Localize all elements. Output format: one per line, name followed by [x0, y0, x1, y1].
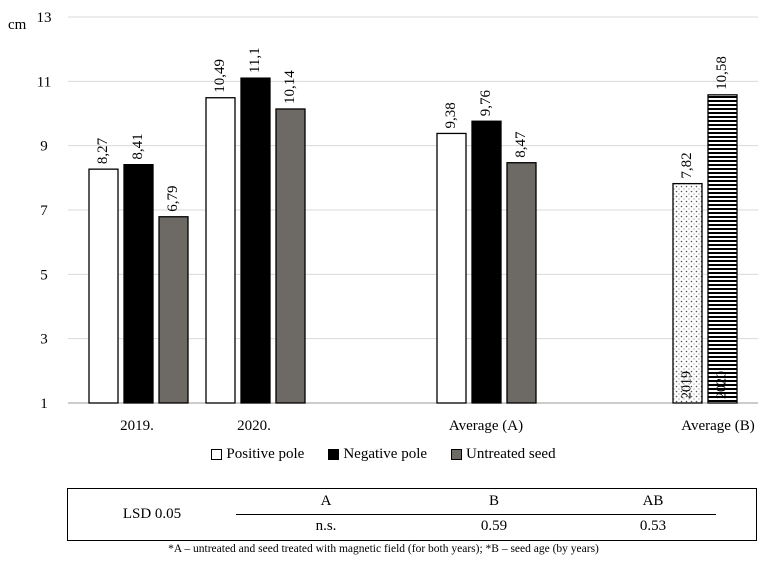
legend-label: Negative pole: [343, 446, 428, 462]
data-label: 9,38: [443, 102, 459, 128]
lsd-header-a: A: [320, 493, 332, 509]
y-tick-label: 7: [40, 203, 48, 219]
bar-negative-pole: [471, 120, 502, 404]
bar-2019: [672, 182, 703, 404]
y-tick-label: 11: [37, 74, 51, 90]
bar-negative-pole: [123, 163, 154, 404]
bar-untreated-seed: [506, 162, 537, 404]
legend-item-negative-pole: Negative pole: [328, 446, 427, 463]
x-category-label: Average (A): [449, 418, 523, 434]
data-label: 8,41: [130, 133, 146, 159]
x-category-label: 2020.: [237, 418, 271, 434]
bars: 8,27 8,41 6,79 10,49 11,1 10,14 9,38 9,76 8,47 7,…: [88, 47, 738, 404]
bar-positive-pole: [88, 168, 119, 404]
y-axis-unit-label: cm: [8, 17, 27, 33]
y-tick-label: 5: [40, 267, 48, 283]
bar-positive-pole: [205, 97, 236, 404]
lsd-value-ab: 0.53: [639, 518, 667, 534]
data-label: 9,76: [478, 89, 494, 116]
legend-item-untreated-seed: Untreated seed: [451, 446, 556, 463]
data-label: 10,14: [282, 70, 298, 104]
bar-negative-pole: [240, 77, 271, 404]
y-tick-label: 13: [37, 10, 52, 26]
y-tick-label: 3: [40, 332, 48, 348]
legend-swatch-positive-pole: [211, 449, 223, 460]
data-label: 6,79: [165, 186, 181, 212]
data-label: 8,27: [95, 137, 111, 164]
data-label: 11,1: [247, 47, 263, 73]
data-label: 8,47: [513, 131, 529, 158]
bar-untreated-seed: [158, 216, 189, 404]
lsd-header-ab: AB: [642, 493, 664, 509]
data-label: 10,49: [212, 59, 228, 93]
x-category-label: Average (B): [681, 418, 754, 434]
lsd-divider: [236, 514, 716, 515]
bar-positive-pole: [436, 132, 467, 404]
lsd-header-b: B: [488, 493, 499, 509]
bar-inner-label: 2020: [715, 371, 730, 399]
legend-label: Untreated seed: [466, 446, 556, 462]
legend-item-positive-pole: Positive pole: [211, 446, 304, 463]
bar-untreated-seed: [275, 108, 306, 404]
x-axis-categories: 2019. 2020. Average (A) Average (B): [120, 418, 755, 434]
legend-swatch-negative-pole: [328, 449, 340, 460]
legend-swatch-untreated-seed: [451, 449, 463, 460]
legend-label: Positive pole: [226, 446, 305, 462]
y-tick-label: 9: [40, 139, 48, 155]
bar-2020: [707, 94, 738, 404]
y-tick-label: 1: [40, 396, 48, 412]
lsd-table: LSD 0.05 A B AB n.s. 0.59 0.53: [67, 488, 757, 541]
legend: Positive pole Negative pole Untreated se…: [0, 446, 767, 463]
data-label: 10,58: [714, 56, 730, 90]
lsd-value-a: n.s.: [315, 518, 337, 534]
lsd-row-label: LSD 0.05: [122, 506, 182, 522]
data-label: 7,82: [679, 152, 695, 178]
footnote: *A – untreated and seed treated with mag…: [168, 543, 599, 555]
lsd-value-b: 0.59: [480, 518, 508, 534]
x-category-label: 2019.: [120, 418, 154, 434]
bar-inner-label: 2019: [680, 371, 695, 399]
